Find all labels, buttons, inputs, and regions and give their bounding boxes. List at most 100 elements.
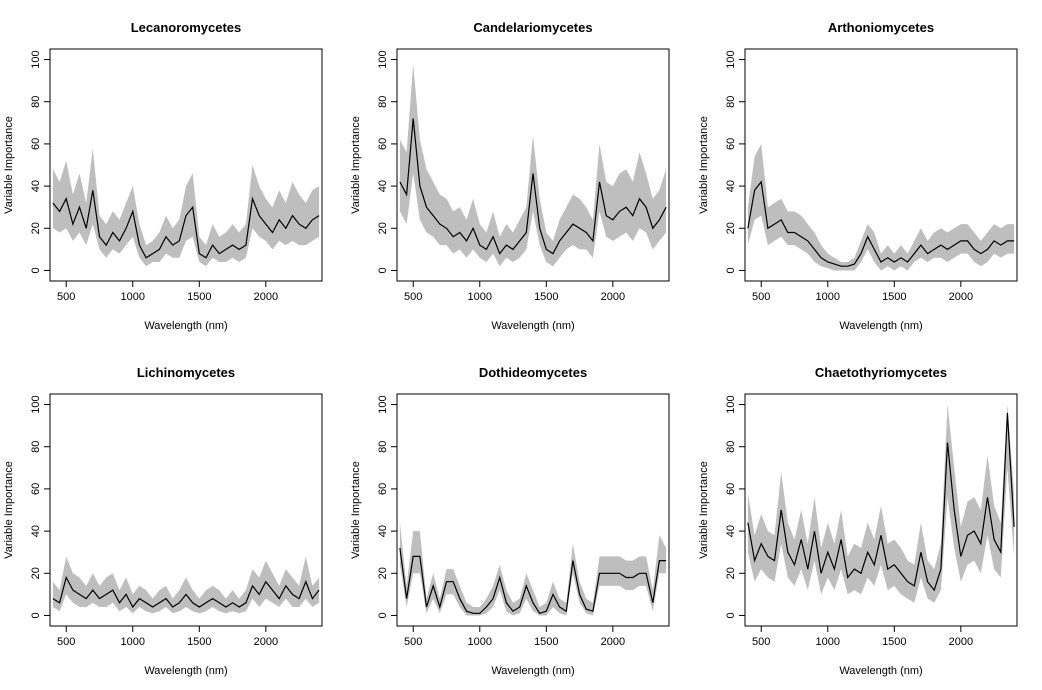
y-tick-label: 20 — [725, 222, 737, 234]
plot-frame — [396, 48, 670, 282]
y-tick-label: 80 — [30, 96, 42, 108]
y-tick-label: 20 — [725, 567, 737, 579]
panel-4: Lichinomycetes 500 1000 1500 2000 0 20 40 60 80 1… — [3, 365, 323, 677]
y-tick-label: 20 — [377, 567, 389, 579]
axis-ticks: 500 1000 1500 2000 0 20 40 60 80 100 — [377, 50, 625, 303]
confidence-band — [399, 63, 667, 267]
axis-ticks: 500 1000 1500 2000 0 20 40 60 80 100 — [725, 395, 973, 648]
y-tick-label: 20 — [30, 222, 42, 234]
y-tick-label: 60 — [30, 138, 42, 150]
y-tick-label: 100 — [30, 395, 42, 413]
x-tick-label: 1000 — [468, 636, 492, 648]
x-axis-title: Wavelength (nm) — [144, 665, 227, 677]
x-tick-label: 500 — [752, 291, 770, 303]
y-tick-label: 40 — [377, 180, 389, 192]
x-tick-label: 1500 — [534, 636, 558, 648]
y-axis-title: Variable Importance — [3, 461, 15, 559]
panel-1: Lecanoromycetes 500 1000 1500 2000 0 20 40 60 80… — [3, 20, 323, 332]
y-tick-label: 60 — [377, 138, 389, 150]
y-tick-label: 20 — [377, 222, 389, 234]
x-tick-label: 1000 — [816, 291, 840, 303]
y-tick-label: 40 — [30, 180, 42, 192]
y-tick-label: 0 — [377, 612, 389, 618]
x-tick-label: 1500 — [187, 636, 211, 648]
y-tick-label: 20 — [30, 567, 42, 579]
x-tick-label: 1500 — [882, 636, 906, 648]
y-tick-label: 80 — [725, 96, 737, 108]
panel-5: Dothideomycetes 500 1000 1500 2000 0 20 40 60 80… — [350, 365, 670, 677]
x-tick-label: 2000 — [601, 291, 625, 303]
plot-frame — [744, 48, 1018, 282]
x-tick-label: 500 — [57, 291, 75, 303]
confidence-band — [747, 404, 1015, 603]
y-tick-label: 100 — [377, 50, 389, 68]
plot-frame — [49, 393, 323, 627]
y-tick-label: 100 — [725, 50, 737, 68]
y-axis-title: Variable Importance — [3, 116, 15, 214]
y-tick-label: 40 — [30, 525, 42, 537]
x-tick-label: 2000 — [949, 636, 973, 648]
y-tick-label: 80 — [377, 96, 389, 108]
panel-title: Chaetothyriomycetes — [815, 365, 947, 380]
y-tick-label: 40 — [377, 525, 389, 537]
panel-6: Chaetothyriomycetes 500 1000 1500 2000 0 20 40… — [698, 365, 1018, 677]
y-axis-title: Variable Importance — [698, 461, 710, 559]
x-tick-label: 1000 — [121, 291, 145, 303]
panel-title: Lichinomycetes — [137, 365, 235, 380]
panel-title: Dothideomycetes — [479, 365, 587, 380]
axis-ticks: 500 1000 1500 2000 0 20 40 60 80 100 — [377, 395, 625, 648]
confidence-band — [52, 148, 320, 267]
y-tick-label: 60 — [377, 483, 389, 495]
x-tick-label: 1000 — [816, 636, 840, 648]
y-tick-label: 0 — [30, 267, 42, 273]
x-tick-label: 1000 — [468, 291, 492, 303]
panel-2: Candelariomycetes 500 1000 1500 2000 0 20 40 60… — [350, 20, 670, 332]
y-tick-label: 100 — [377, 395, 389, 413]
importance-line — [52, 190, 320, 259]
x-tick-label: 2000 — [254, 636, 278, 648]
x-axis-title: Wavelength (nm) — [839, 320, 922, 332]
axis-ticks: 500 1000 1500 2000 0 20 40 60 80 100 — [30, 395, 278, 648]
x-tick-label: 500 — [752, 636, 770, 648]
panel-title: Lecanoromycetes — [131, 20, 242, 35]
y-tick-label: 0 — [725, 612, 737, 618]
plot-frame — [49, 48, 323, 282]
x-axis-title: Wavelength (nm) — [839, 665, 922, 677]
x-tick-label: 500 — [404, 291, 422, 303]
x-tick-label: 1500 — [882, 291, 906, 303]
x-axis-title: Wavelength (nm) — [491, 320, 574, 332]
x-axis-title: Wavelength (nm) — [144, 320, 227, 332]
y-axis-title: Variable Importance — [698, 116, 710, 214]
x-tick-label: 500 — [57, 636, 75, 648]
y-tick-label: 60 — [725, 138, 737, 150]
y-tick-label: 40 — [725, 525, 737, 537]
panel-3: Arthoniomycetes 500 1000 1500 2000 0 20 40 60 80… — [698, 20, 1018, 332]
y-tick-label: 40 — [725, 180, 737, 192]
x-tick-label: 500 — [404, 636, 422, 648]
x-tick-label: 1500 — [534, 291, 558, 303]
importance-line — [747, 180, 1015, 267]
y-tick-label: 0 — [377, 267, 389, 273]
y-tick-label: 100 — [30, 50, 42, 68]
x-axis-title: Wavelength (nm) — [491, 665, 574, 677]
y-tick-label: 100 — [725, 395, 737, 413]
y-tick-label: 80 — [377, 441, 389, 453]
axis-ticks: 500 1000 1500 2000 0 20 40 60 80 100 — [30, 50, 278, 303]
panel-title: Arthoniomycetes — [828, 20, 934, 35]
y-axis-title: Variable Importance — [350, 461, 362, 559]
y-tick-label: 60 — [30, 483, 42, 495]
importance-line — [399, 547, 667, 615]
importance-line — [52, 575, 320, 609]
confidence-band — [747, 143, 1015, 271]
importance-line — [747, 412, 1015, 592]
plot-frame — [396, 393, 670, 627]
importance-line — [399, 118, 667, 255]
y-axis-title: Variable Importance — [350, 116, 362, 214]
x-tick-label: 2000 — [254, 291, 278, 303]
panel-title: Candelariomycetes — [473, 20, 592, 35]
y-tick-label: 80 — [30, 441, 42, 453]
y-tick-label: 0 — [725, 267, 737, 273]
x-tick-label: 2000 — [949, 291, 973, 303]
y-tick-label: 0 — [30, 612, 42, 618]
